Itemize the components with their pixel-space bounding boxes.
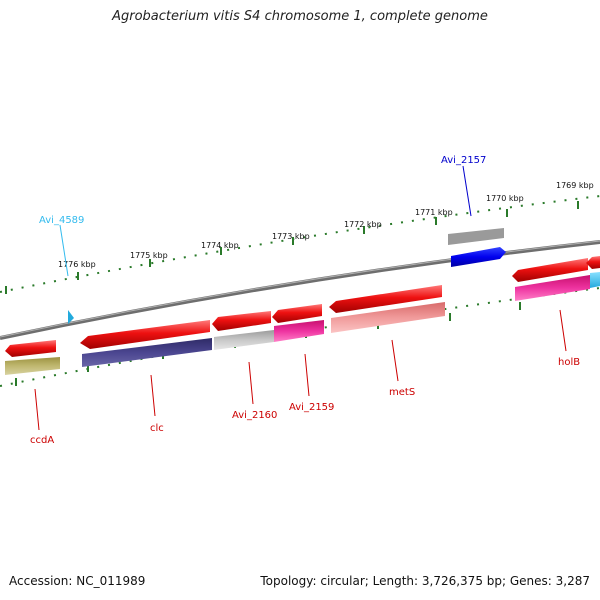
- leader-line: [248, 361, 254, 405]
- gene-feature-avi-2159-cds[interactable]: [272, 304, 322, 323]
- gene-feature-holb[interactable]: [515, 275, 590, 301]
- gene-feature-avi-4589[interactable]: [68, 310, 74, 324]
- reverse-strand-features: [68, 228, 506, 324]
- gene-feature-next[interactable]: [590, 272, 600, 288]
- leader-line: [34, 388, 40, 431]
- gene-label-avi-2157: Avi_2157: [441, 155, 486, 166]
- gene-feature-mets-cds[interactable]: [329, 285, 442, 313]
- leader-line: [304, 353, 310, 397]
- gene-label-avi-4589: Avi_4589: [39, 215, 84, 226]
- gene-feature-ccda-cds[interactable]: [5, 340, 56, 357]
- gene-label-mets: metS: [389, 387, 415, 398]
- gene-label-avi-2160: Avi_2160: [232, 410, 277, 421]
- gene-feature-ccda[interactable]: [5, 357, 60, 375]
- gene-feature-next-cds[interactable]: [586, 256, 600, 269]
- tick-label: 1776 kbp: [58, 260, 96, 269]
- tick-label: 1774 kbp: [201, 241, 239, 250]
- gene-feature-avi-2159[interactable]: [274, 320, 324, 342]
- leader-line: [59, 224, 69, 277]
- leader-line: [462, 165, 472, 217]
- gene-bars: [5, 272, 600, 375]
- genome-backbone: [0, 240, 600, 340]
- gene-label-avi-2159: Avi_2159: [289, 402, 334, 413]
- gene-feature-mets[interactable]: [331, 302, 445, 333]
- gene-feature-avi-2160[interactable]: [214, 330, 274, 350]
- gene-feature-holb-cds[interactable]: [512, 258, 588, 282]
- forward-strand-features: [5, 256, 600, 357]
- tick-label: 1773 kbp: [272, 232, 310, 241]
- accession-text: Accession: NC_011989: [9, 574, 146, 588]
- major-ticks-outer: [5, 201, 579, 294]
- tick-label: 1772 kbp: [344, 220, 382, 229]
- leader-line: [391, 339, 399, 382]
- leader-line: [559, 309, 567, 352]
- gene-label-clc: clc: [150, 423, 164, 434]
- gene-feature-avi-2157[interactable]: [451, 247, 506, 267]
- gene-feature-avi-2157-cds[interactable]: [448, 228, 504, 245]
- gene-feature-clc-cds[interactable]: [80, 320, 210, 349]
- leader-line: [150, 374, 156, 417]
- tick-label: 1769 kbp: [556, 181, 594, 190]
- gene-label-ccda: ccdA: [30, 435, 54, 446]
- gene-feature-clc[interactable]: [82, 338, 212, 367]
- outer-tick-ring: [0, 195, 600, 293]
- genome-info-text: Topology: circular; Length: 3,726,375 bp…: [260, 574, 590, 588]
- tick-label: 1770 kbp: [486, 194, 524, 203]
- gene-feature-avi-2160-cds[interactable]: [212, 311, 271, 331]
- tick-label: 1771 kbp: [415, 208, 453, 217]
- map-title: Agrobacterium vitis S4 chromosome 1, com…: [112, 9, 488, 24]
- gene-label-holb: holB: [558, 357, 580, 368]
- tick-label: 1775 kbp: [130, 251, 168, 260]
- genome-backbone-highlight: [0, 240, 600, 338]
